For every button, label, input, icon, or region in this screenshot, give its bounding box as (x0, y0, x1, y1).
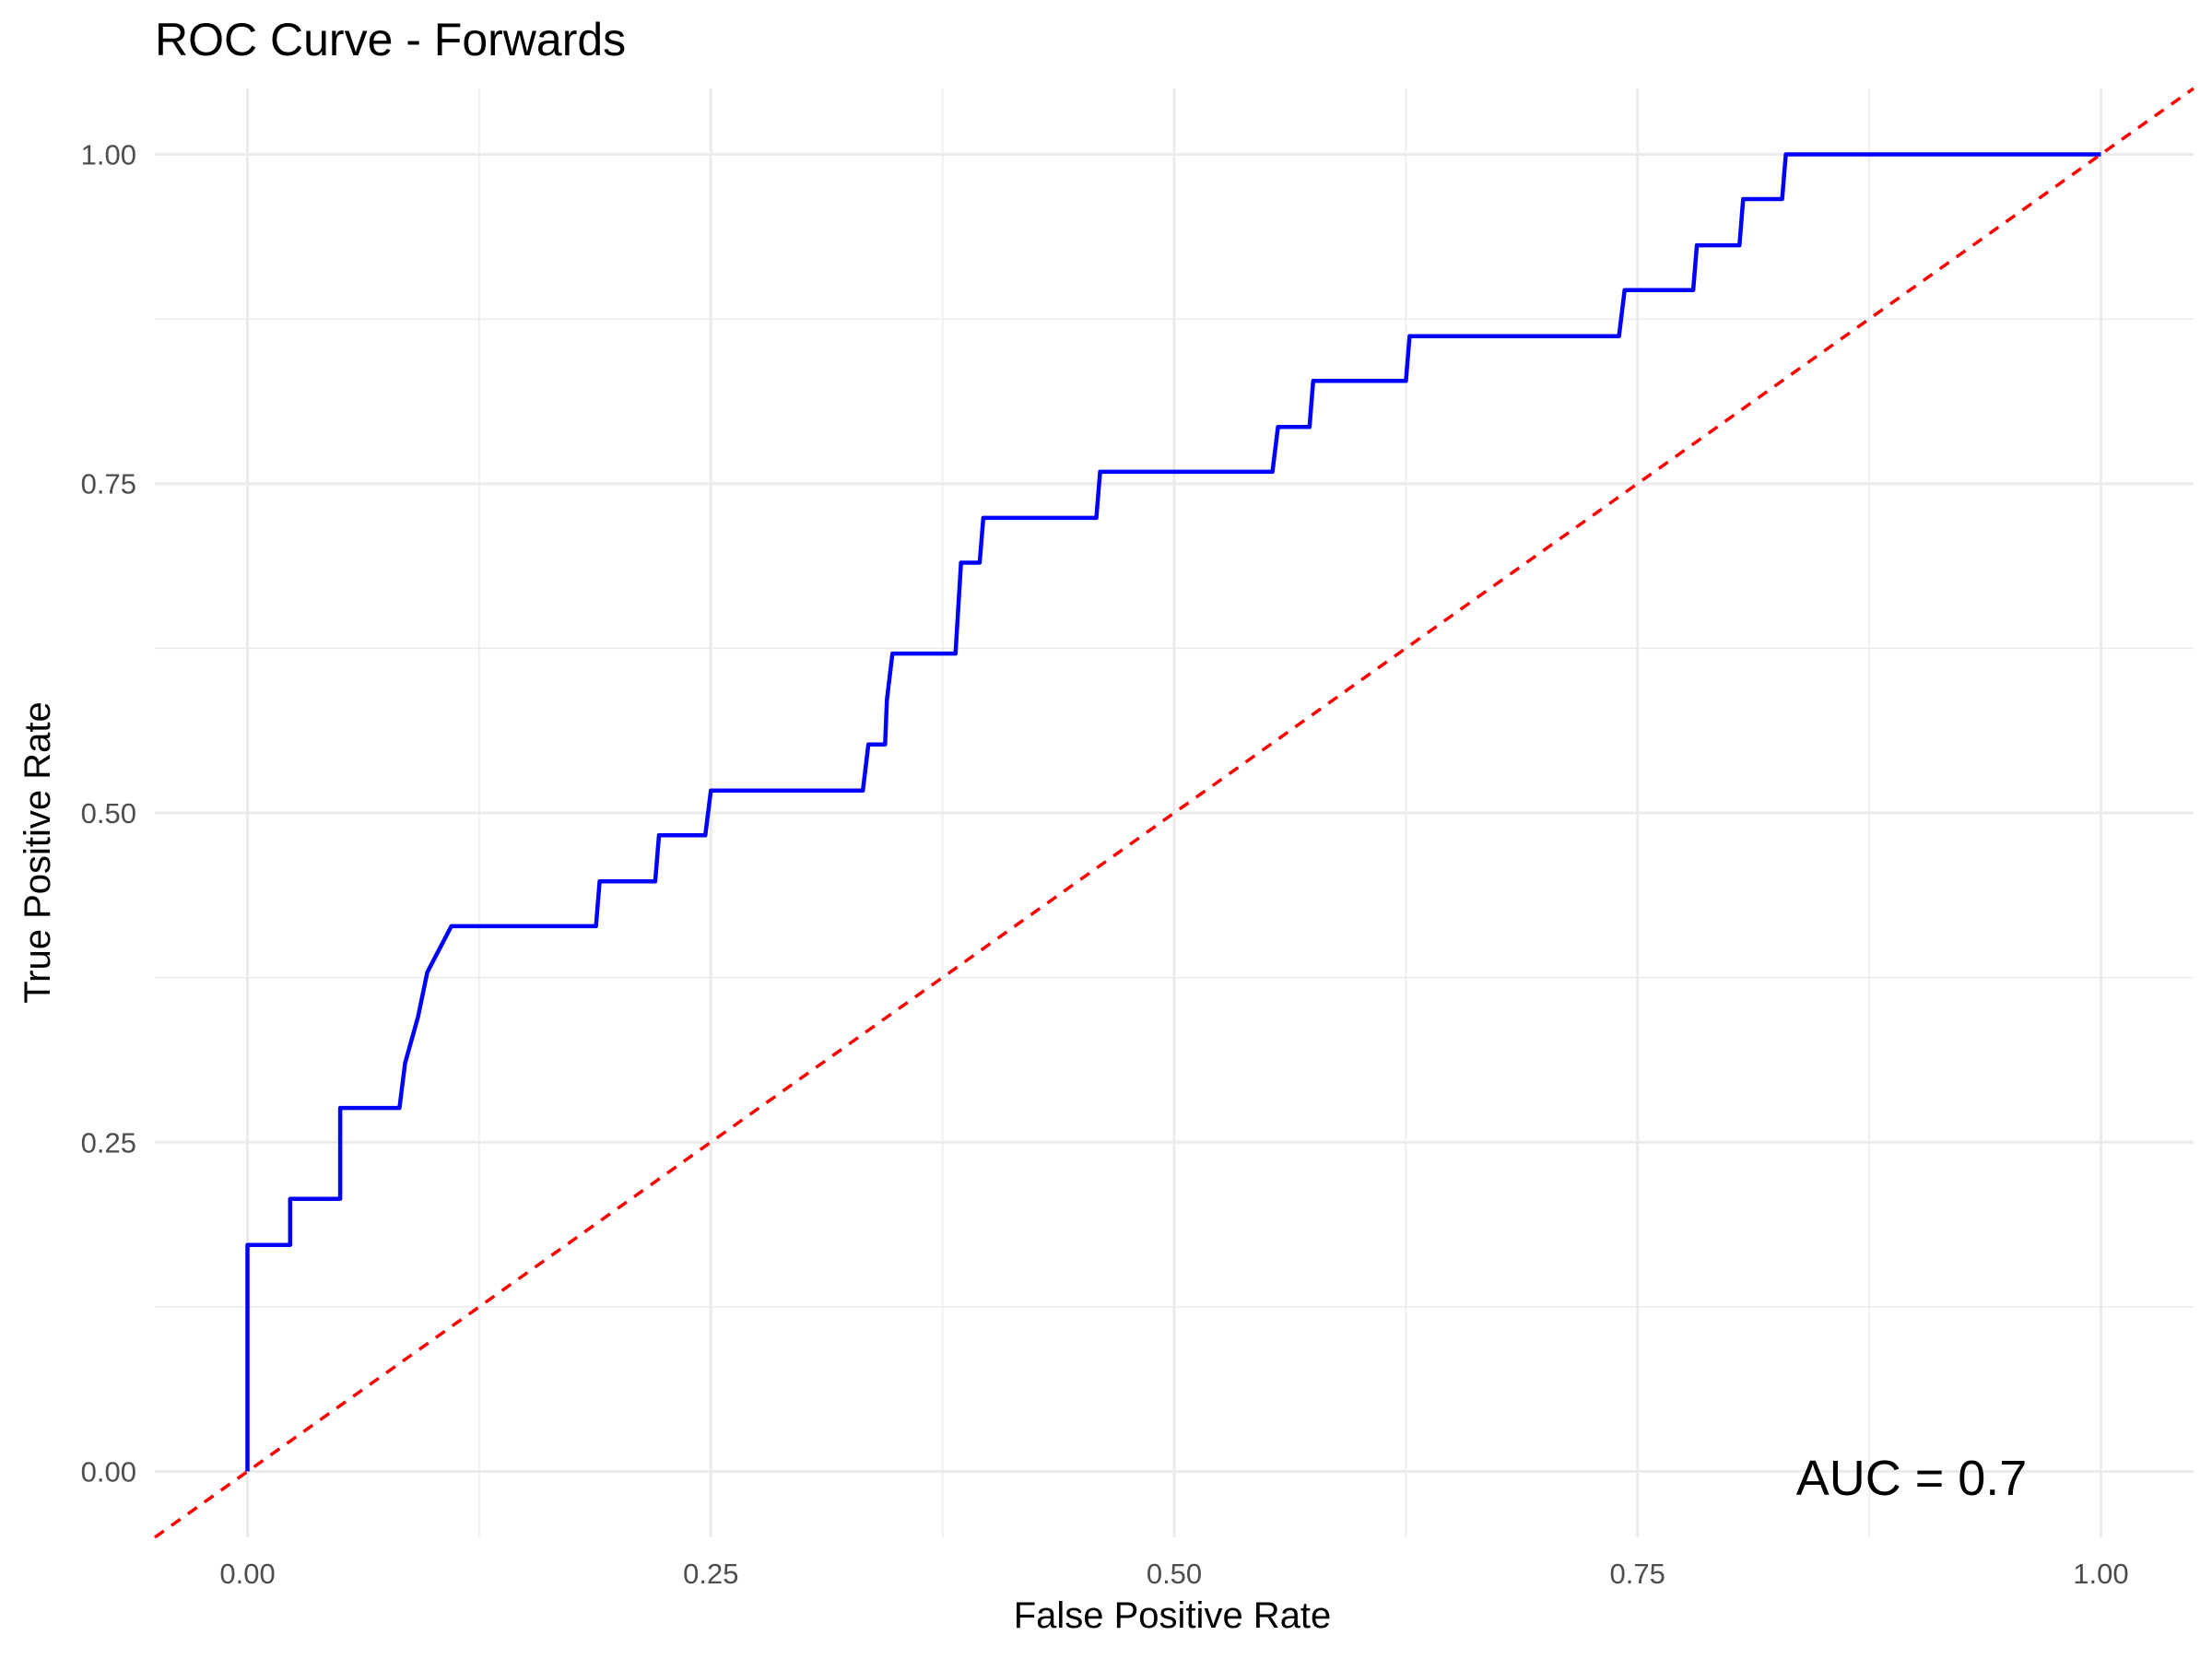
auc-annotation: AUC = 0.7 (1796, 1451, 2028, 1506)
y-tick-label: 1.00 (81, 138, 136, 171)
x-tick-label: 0.75 (1610, 1558, 1665, 1590)
grid (155, 88, 2194, 1537)
roc-curve-line (245, 152, 2101, 1472)
y-tick-label: 0.25 (81, 1126, 136, 1159)
y-tick-label: 0.00 (81, 1456, 136, 1488)
x-tick-label: 1.00 (2073, 1558, 2128, 1590)
y-axis-title: True Positive Rate (18, 701, 58, 1004)
x-axis-title: False Positive Rate (1014, 1595, 1332, 1636)
x-tick-label: 0.00 (219, 1558, 275, 1590)
x-tick-label: 0.50 (1147, 1558, 1202, 1590)
series-layer (153, 87, 2195, 1539)
tick-labels: 0.00 0.25 0.50 0.75 1.00 0.00 0.25 0.50 0.75 1.00 (81, 138, 2129, 1590)
chart-title: ROC Curve - Forwards (155, 14, 626, 65)
y-tick-label: 0.75 (81, 468, 136, 500)
y-tick-label: 0.50 (81, 797, 136, 830)
x-tick-label: 0.25 (683, 1558, 738, 1590)
